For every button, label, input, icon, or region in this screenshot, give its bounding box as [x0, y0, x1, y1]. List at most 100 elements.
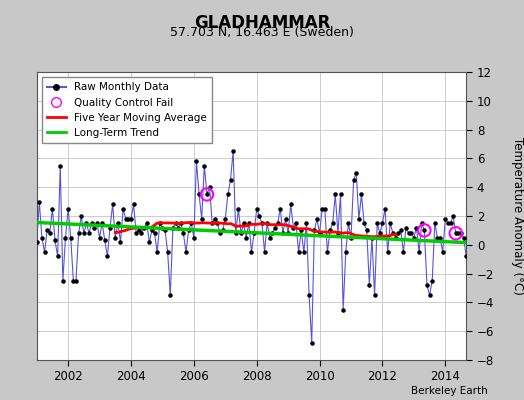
- Point: [336, 191, 345, 198]
- Point: [179, 230, 188, 236]
- Point: [187, 220, 195, 226]
- Point: [198, 216, 206, 222]
- Point: [315, 230, 324, 236]
- Point: [43, 227, 51, 234]
- Point: [376, 230, 384, 236]
- Point: [51, 237, 59, 244]
- Point: [98, 220, 106, 226]
- Point: [436, 234, 444, 241]
- Point: [203, 191, 211, 198]
- Point: [365, 282, 374, 288]
- Point: [381, 206, 389, 212]
- Point: [454, 230, 463, 236]
- Point: [258, 220, 266, 226]
- Point: [439, 249, 447, 255]
- Point: [446, 220, 455, 226]
- Point: [260, 249, 269, 255]
- Point: [294, 249, 303, 255]
- Point: [423, 282, 431, 288]
- Point: [350, 177, 358, 183]
- Point: [211, 216, 219, 222]
- Point: [289, 224, 298, 231]
- Point: [88, 220, 96, 226]
- Point: [449, 213, 457, 219]
- Point: [232, 230, 240, 236]
- Point: [192, 158, 201, 164]
- Point: [82, 220, 91, 226]
- Point: [441, 216, 450, 222]
- Point: [308, 340, 316, 346]
- Point: [405, 230, 413, 236]
- Point: [384, 249, 392, 255]
- Point: [297, 227, 305, 234]
- Point: [370, 292, 379, 298]
- Point: [347, 234, 355, 241]
- Point: [148, 227, 156, 234]
- Point: [161, 227, 169, 234]
- Point: [399, 249, 408, 255]
- Point: [101, 237, 109, 244]
- Point: [420, 227, 429, 234]
- Point: [420, 227, 429, 234]
- Point: [247, 249, 256, 255]
- Point: [389, 230, 397, 236]
- Point: [48, 206, 57, 212]
- Point: [397, 227, 405, 234]
- Point: [281, 216, 290, 222]
- Point: [373, 220, 381, 226]
- Point: [279, 230, 287, 236]
- Point: [122, 216, 130, 222]
- Point: [200, 162, 209, 169]
- Point: [169, 224, 177, 231]
- Point: [323, 249, 332, 255]
- Point: [342, 249, 350, 255]
- Point: [53, 253, 62, 260]
- Point: [284, 230, 292, 236]
- Point: [127, 216, 135, 222]
- Point: [226, 177, 235, 183]
- Point: [460, 234, 468, 241]
- Point: [216, 230, 224, 236]
- Point: [331, 191, 340, 198]
- Point: [292, 220, 300, 226]
- Point: [305, 292, 313, 298]
- Point: [56, 162, 64, 169]
- Point: [310, 227, 319, 234]
- Point: [221, 216, 230, 222]
- Point: [255, 213, 264, 219]
- Point: [274, 220, 282, 226]
- Point: [208, 220, 216, 226]
- Point: [444, 220, 452, 226]
- Point: [46, 230, 54, 236]
- Point: [368, 234, 376, 241]
- Point: [287, 201, 295, 208]
- Point: [318, 206, 326, 212]
- Point: [363, 227, 371, 234]
- Point: [352, 170, 361, 176]
- Point: [158, 224, 167, 231]
- Point: [124, 216, 133, 222]
- Point: [32, 239, 41, 245]
- Point: [182, 249, 190, 255]
- Point: [111, 234, 119, 241]
- Point: [360, 220, 368, 226]
- Point: [237, 230, 245, 236]
- Point: [95, 234, 104, 241]
- Point: [465, 278, 473, 284]
- Point: [457, 230, 465, 236]
- Point: [391, 234, 400, 241]
- Point: [72, 278, 80, 284]
- Point: [242, 234, 250, 241]
- Point: [143, 220, 151, 226]
- Point: [150, 230, 159, 236]
- Point: [184, 227, 193, 234]
- Point: [137, 230, 146, 236]
- Point: [90, 224, 99, 231]
- Point: [234, 206, 243, 212]
- Point: [245, 220, 253, 226]
- Point: [266, 234, 274, 241]
- Point: [263, 220, 271, 226]
- Point: [129, 201, 138, 208]
- Point: [470, 220, 478, 226]
- Point: [344, 220, 353, 226]
